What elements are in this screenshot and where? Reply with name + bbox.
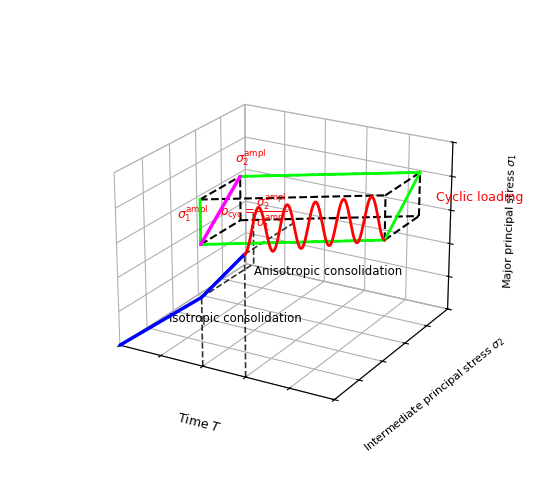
X-axis label: Time $T$: Time $T$	[175, 410, 223, 435]
Y-axis label: Intermediate principal stress $\sigma_2$: Intermediate principal stress $\sigma_2$	[361, 333, 508, 455]
